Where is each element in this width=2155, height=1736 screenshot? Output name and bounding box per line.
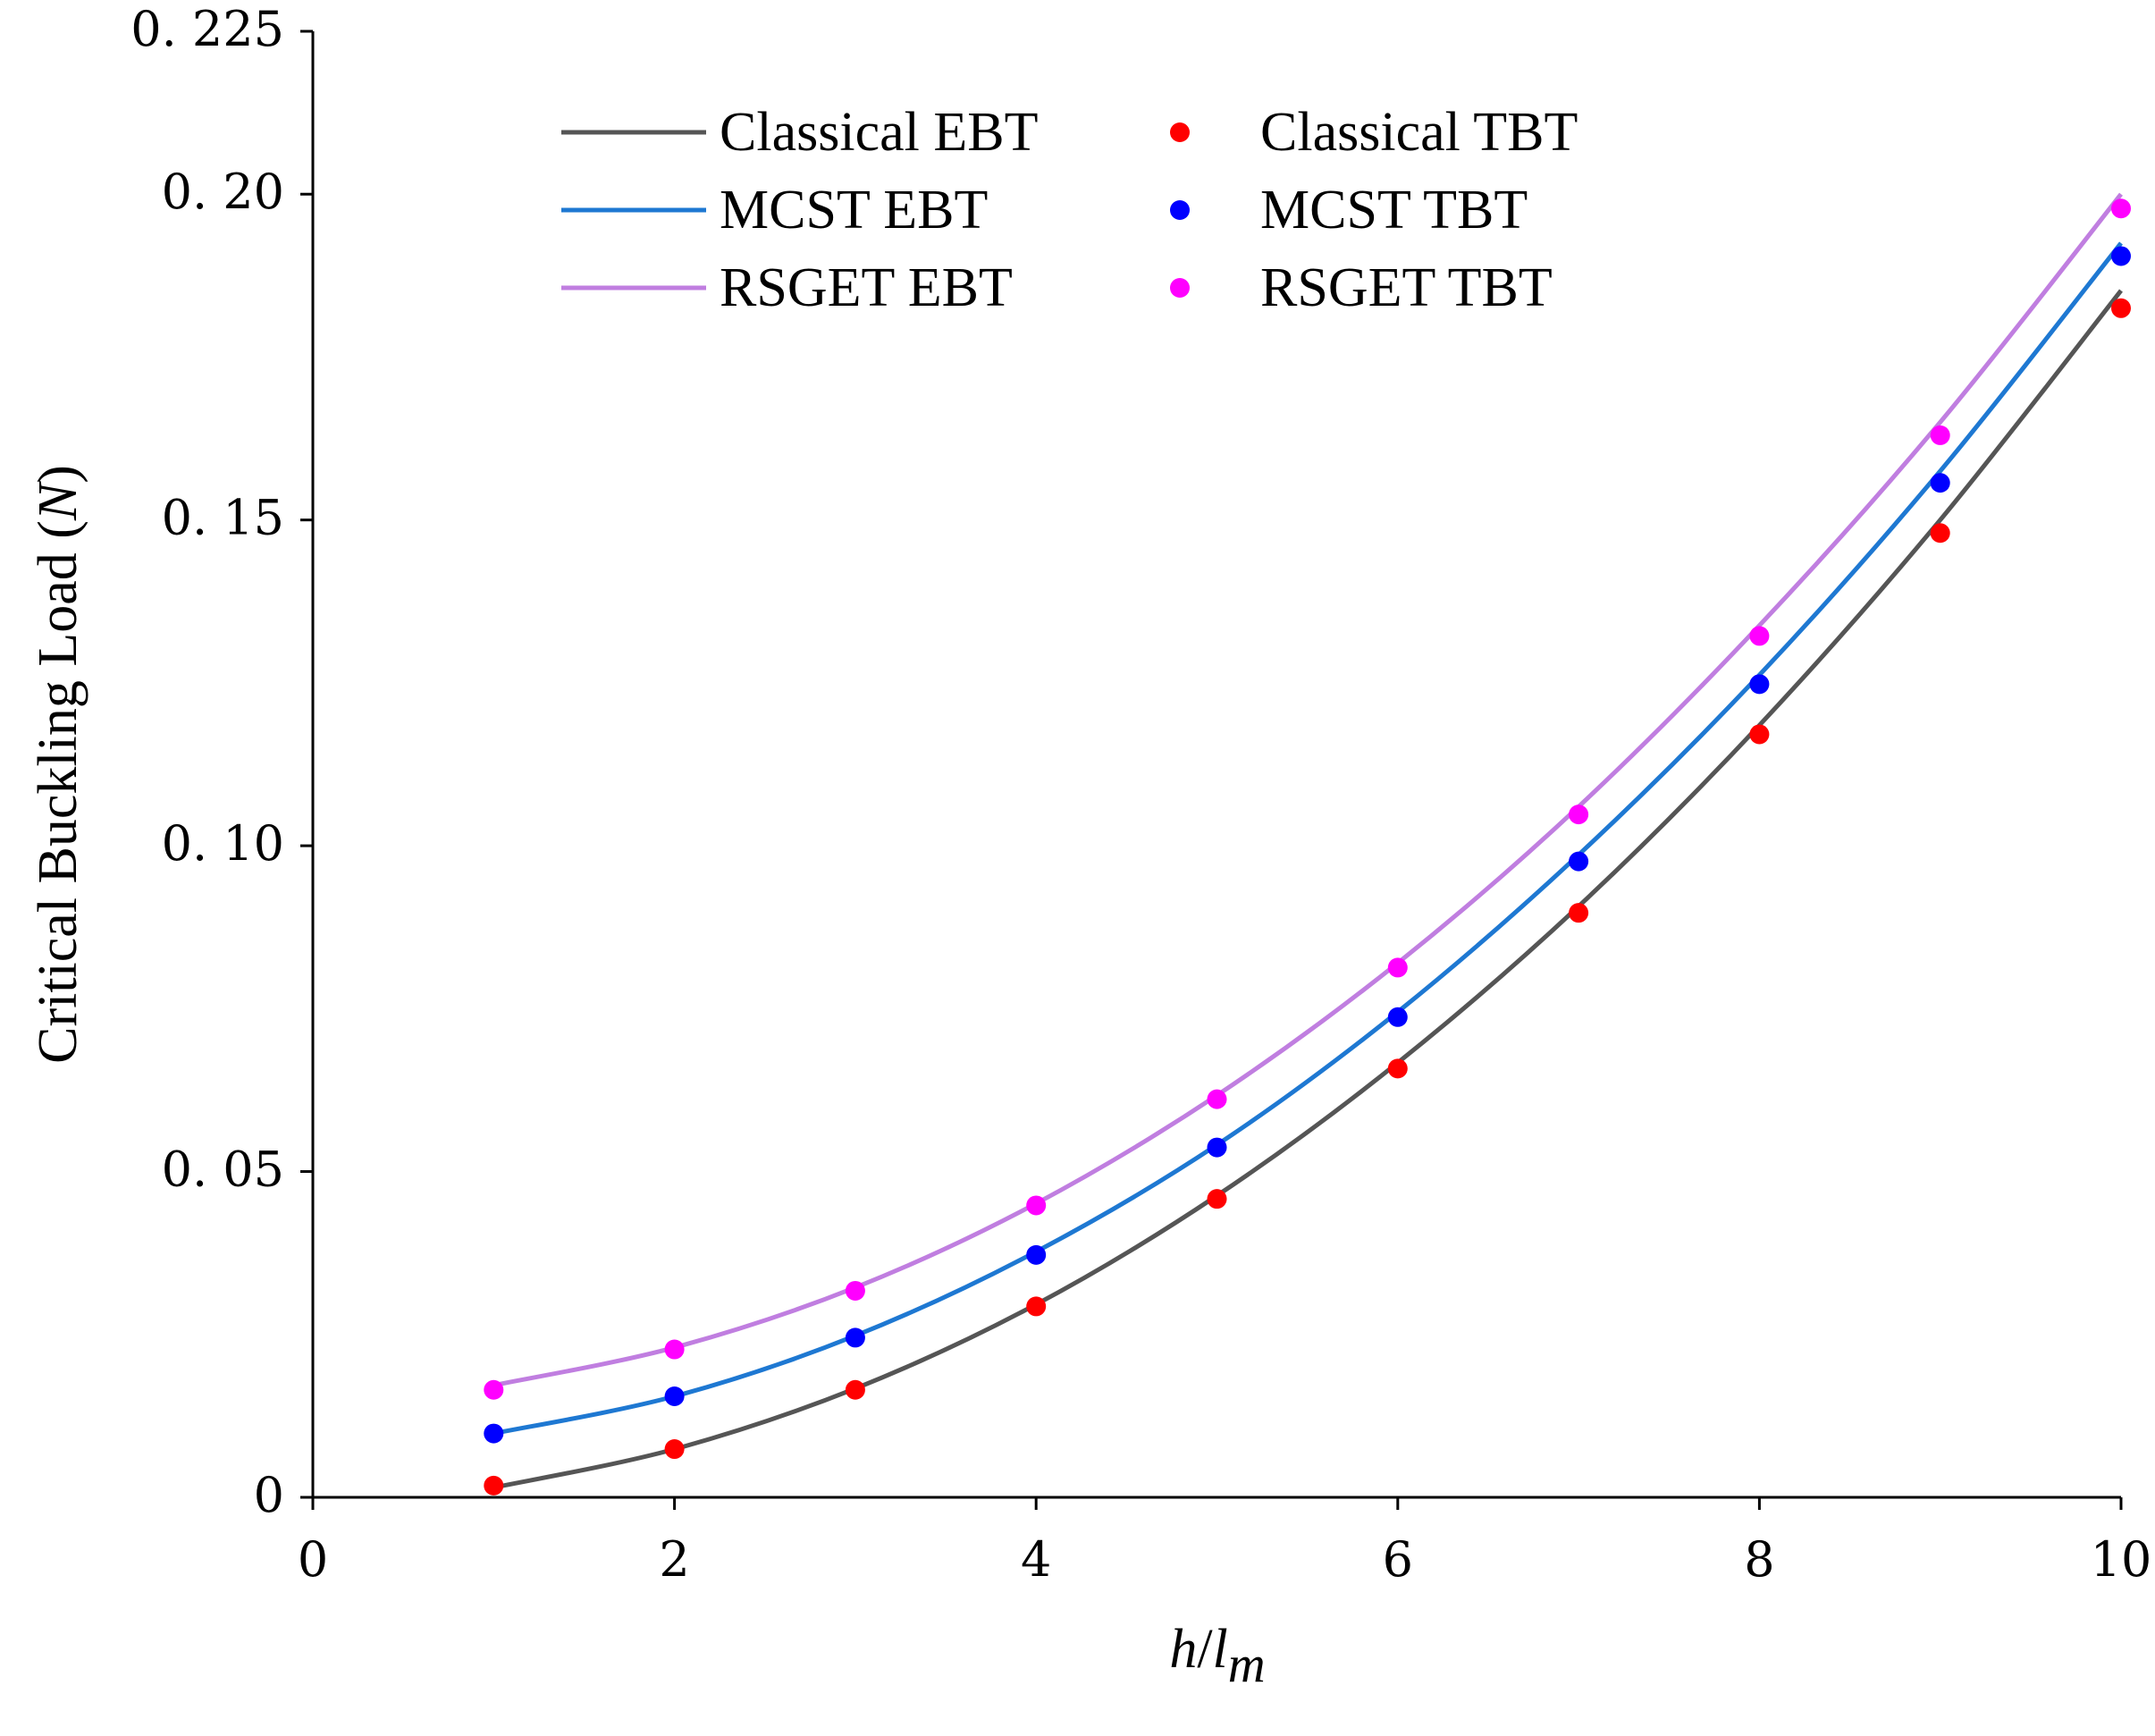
series-line-classical-ebt — [492, 289, 2123, 1490]
data-point-classical-tbt — [664, 1439, 685, 1460]
legend-label-rsget-ebt: RSGET EBT — [720, 257, 1013, 318]
data-point-rsget-tbt — [1749, 626, 1770, 646]
x-tick-label: 8 — [1744, 1531, 1774, 1588]
y-tick-label: 0. 20 — [162, 164, 284, 220]
data-point-rsget-tbt — [1026, 1195, 1047, 1216]
series-line-mcst-ebt — [492, 241, 2123, 1437]
y-tick-label: 0. 15 — [162, 490, 284, 546]
legend-label-mcst-tbt: MCST TBT — [1260, 180, 1528, 240]
data-point-classical-tbt — [1207, 1189, 1227, 1209]
legend-label-classical-ebt: Classical EBT — [720, 102, 1038, 163]
x-tick-label: 10 — [2091, 1531, 2152, 1588]
data-point-mcst-tbt — [1026, 1244, 1047, 1265]
x-axis-title-h: h — [1169, 1619, 1197, 1680]
y-tick-label: 0 — [254, 1467, 284, 1523]
y-axis-title-prefix: Critical Buckling Load ( — [28, 520, 88, 1064]
data-point-rsget-tbt — [1387, 957, 1408, 978]
legend-swatch-mcst-tbt — [1170, 200, 1190, 220]
data-point-mcst-tbt — [2111, 246, 2131, 266]
y-axis-title-italic: N — [28, 480, 88, 521]
data-point-rsget-tbt — [1207, 1089, 1227, 1109]
data-point-rsget-tbt — [2111, 198, 2131, 219]
data-point-rsget-tbt — [1569, 805, 1589, 825]
data-point-classical-tbt — [2111, 298, 2131, 318]
legend-swatch-rsget-tbt — [1170, 278, 1190, 298]
data-point-rsget-tbt — [1930, 425, 1950, 445]
data-point-mcst-tbt — [1749, 674, 1770, 695]
series-line-rsget-ebt — [492, 192, 2123, 1388]
x-axis-title-slash: / — [1197, 1619, 1213, 1680]
data-point-classical-tbt — [1026, 1296, 1047, 1317]
legend: Classical EBT Classical TBT MCST EBT MCST T… — [561, 102, 1578, 318]
plot-area — [311, 31, 2121, 1499]
legend-label-mcst-ebt: MCST EBT — [720, 180, 988, 240]
x-axis-title: h/lm — [1169, 1619, 1265, 1693]
x-tick-label: 4 — [1021, 1531, 1051, 1588]
y-axis-title-suffix: ) — [28, 465, 88, 484]
series-layer — [484, 192, 2131, 1496]
x-tick-label: 2 — [659, 1531, 689, 1588]
x-tick-label: 6 — [1383, 1531, 1413, 1588]
data-point-classical-tbt — [1569, 903, 1589, 923]
data-point-classical-tbt — [845, 1379, 865, 1400]
x-axis-title-l: l — [1213, 1619, 1228, 1680]
x-axis-ticks: 0 2 4 6 8 10 — [298, 1497, 2152, 1588]
x-axis-title-subscript: m — [1228, 1635, 1266, 1693]
x-tick-label: 0 — [298, 1531, 328, 1588]
legend-label-classical-tbt: Classical TBT — [1260, 102, 1578, 163]
y-axis-ticks: 0 0. 05 0. 10 0. 15 0. 20 0. 225 — [130, 1, 313, 1523]
data-point-classical-tbt — [1387, 1058, 1408, 1079]
data-point-mcst-tbt — [664, 1386, 685, 1407]
data-point-rsget-tbt — [664, 1339, 685, 1360]
data-point-mcst-tbt — [1387, 1007, 1408, 1027]
legend-swatch-classical-tbt — [1170, 122, 1190, 142]
data-point-classical-tbt — [484, 1475, 504, 1496]
y-tick-label: 0. 10 — [162, 815, 284, 872]
y-tick-label: 0. 05 — [162, 1142, 284, 1198]
data-point-mcst-tbt — [845, 1327, 865, 1348]
legend-label-rsget-tbt: RSGET TBT — [1260, 257, 1553, 318]
data-point-mcst-tbt — [484, 1423, 504, 1444]
y-tick-label: 0. 225 — [130, 1, 284, 57]
data-point-rsget-tbt — [484, 1379, 504, 1400]
data-point-classical-tbt — [1930, 523, 1950, 544]
data-point-rsget-tbt — [845, 1280, 865, 1301]
data-point-mcst-tbt — [1569, 851, 1589, 872]
data-point-mcst-tbt — [1207, 1137, 1227, 1158]
y-axis-title: Critical Buckling Load (N) — [28, 465, 88, 1064]
data-point-mcst-tbt — [1930, 473, 1950, 493]
data-point-classical-tbt — [1749, 724, 1770, 745]
